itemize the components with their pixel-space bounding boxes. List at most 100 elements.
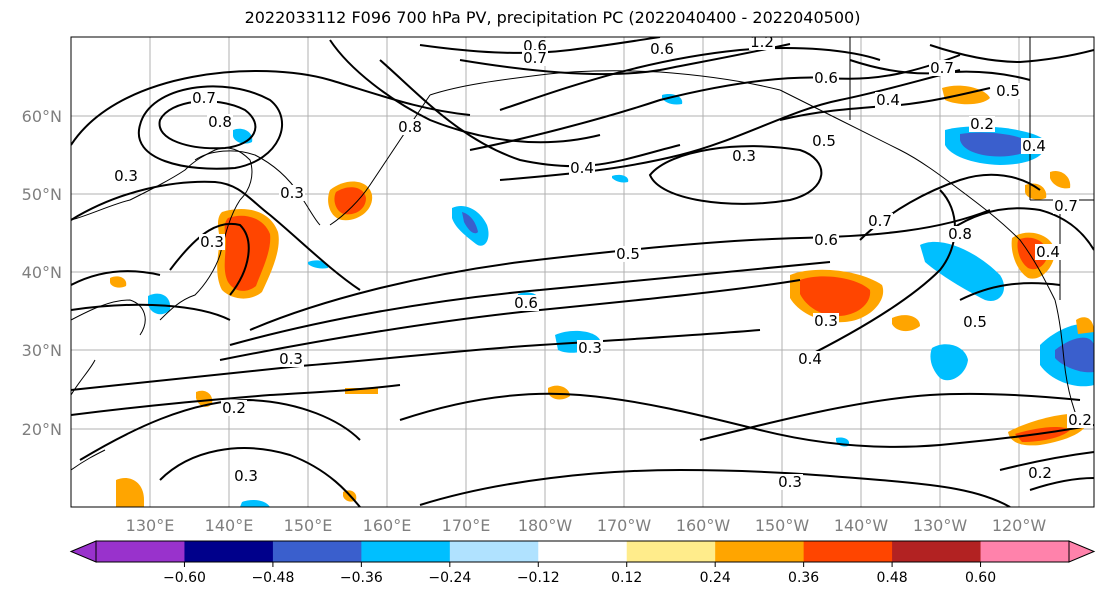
lon-label: 150°E bbox=[284, 516, 333, 535]
contour-label: 0.7 bbox=[868, 212, 892, 230]
contour-label-bg bbox=[813, 70, 839, 86]
colorbar-frame bbox=[95, 540, 1070, 563]
contour-label-bg bbox=[929, 60, 955, 76]
contour-label-bg bbox=[797, 351, 823, 367]
lat-label: 60°N bbox=[22, 107, 62, 126]
contour-label-bg bbox=[995, 83, 1021, 99]
contour-label-bg bbox=[813, 232, 839, 248]
colorbar-segment bbox=[538, 541, 628, 562]
contour-label: 0.5 bbox=[996, 82, 1020, 100]
contour-label-bg bbox=[1067, 412, 1093, 428]
precip-hawaii-blue bbox=[930, 344, 968, 381]
contour-label: 0.5 bbox=[616, 245, 640, 263]
lon-labels: 130°E 140°E 150°E 160°E 170°E 180°W 170°W 160°W… bbox=[126, 516, 1047, 535]
colorbar-segment bbox=[272, 541, 362, 562]
contour-label: 0.3 bbox=[280, 184, 304, 202]
contour-label-bg bbox=[221, 400, 247, 416]
precip-ne-pac-core bbox=[800, 276, 871, 316]
contour-label-bg bbox=[615, 246, 641, 262]
contour-label-bg bbox=[813, 313, 839, 329]
contour-label: 0.6 bbox=[650, 40, 674, 58]
precip-small-4 bbox=[116, 478, 144, 507]
colorbar-tick-label: 0.60 bbox=[965, 570, 996, 586]
contour-label-bg bbox=[233, 468, 259, 484]
precip-small-5 bbox=[196, 390, 213, 407]
contour-label: 0.4 bbox=[570, 159, 594, 177]
lon-label: 140°E bbox=[205, 516, 254, 535]
precip-bc-blue bbox=[920, 241, 1005, 301]
contour-label: 0.7 bbox=[192, 89, 216, 107]
contour-label-bg bbox=[969, 116, 995, 132]
contour-label: 0.3 bbox=[234, 467, 258, 485]
plot-frame bbox=[70, 36, 1095, 508]
contour-label: 0.4 bbox=[1036, 243, 1060, 261]
colorbar-segment bbox=[980, 541, 1070, 562]
colorbar-extend-high bbox=[1068, 540, 1096, 563]
borders bbox=[849, 37, 1094, 300]
colorbar-tick-label: −0.12 bbox=[517, 570, 560, 586]
colorbar-extend-low bbox=[69, 540, 97, 563]
colorbar-segment bbox=[184, 541, 274, 562]
contour-label-bg bbox=[962, 314, 988, 330]
contour-label-bg bbox=[1035, 244, 1061, 260]
contour-label: 0.5 bbox=[963, 313, 987, 331]
colorbar-segment bbox=[361, 541, 451, 562]
colorbar-segment bbox=[449, 541, 539, 562]
lat-label: 30°N bbox=[22, 341, 62, 360]
lon-label: 130°E bbox=[126, 516, 175, 535]
contour-label-bg bbox=[649, 41, 675, 57]
contour-label-bg bbox=[278, 351, 304, 367]
contour-label-bg bbox=[1053, 198, 1079, 214]
contour-label-bg bbox=[577, 340, 603, 356]
colorbar-segment bbox=[626, 541, 716, 562]
contour-label-bg bbox=[947, 226, 973, 242]
precip-japan-core bbox=[224, 215, 271, 291]
colorbar-segment bbox=[892, 541, 982, 562]
contour-label-bg bbox=[777, 474, 803, 490]
colorbar-segment bbox=[96, 541, 185, 562]
contour-label-bg bbox=[397, 119, 423, 135]
contour-label: 0.3 bbox=[778, 473, 802, 491]
contour-label: 0.4 bbox=[876, 91, 900, 109]
contour-label: 0.7 bbox=[523, 49, 547, 67]
lat-label: 50°N bbox=[22, 185, 62, 204]
coastlines bbox=[71, 70, 1079, 471]
contour-label-bg bbox=[513, 295, 539, 311]
precip-small-19 bbox=[612, 174, 629, 183]
contour-labels: 0.70.30.30.30.8 0.80.60.71.20.60.40.30.50… bbox=[113, 33, 1093, 491]
contour-label: 0.6 bbox=[514, 294, 538, 312]
contour-label: 0.2 bbox=[1068, 411, 1092, 429]
contour-label: 0.2 bbox=[1028, 464, 1052, 482]
contour-label: 0.6 bbox=[814, 69, 838, 87]
contour-label: 0.2 bbox=[970, 115, 994, 133]
precip-kamchatka-core bbox=[334, 187, 366, 215]
colorbar-tick-label: 0.36 bbox=[788, 570, 819, 586]
map-title: 2022033112 F096 700 hPa PV, precipitatio… bbox=[244, 8, 861, 27]
lat-labels: 60°N 50°N 40°N 30°N 20°N bbox=[22, 107, 62, 439]
lon-label: 140°W bbox=[834, 516, 889, 535]
contour-label: 0.8 bbox=[948, 225, 972, 243]
contour-label-bg bbox=[875, 92, 901, 108]
colorbar-segment bbox=[715, 541, 805, 562]
precip-small-16 bbox=[1076, 317, 1094, 334]
lon-label: 170°W bbox=[597, 516, 652, 535]
colorbar-tick-label: 0.48 bbox=[877, 570, 908, 586]
contour-label: 0.8 bbox=[398, 118, 422, 136]
contour-label-bg bbox=[279, 185, 305, 201]
lon-label: 120°W bbox=[992, 516, 1047, 535]
contour-label-bg bbox=[749, 37, 775, 50]
contour-label-bg bbox=[731, 148, 757, 164]
contour-label-bg bbox=[569, 160, 595, 176]
precip-small-11 bbox=[1050, 170, 1071, 189]
contour-label: 0.3 bbox=[200, 233, 224, 251]
contour-label: 0.2 bbox=[222, 399, 246, 417]
contour-label-bg bbox=[811, 133, 837, 149]
lon-label: 130°W bbox=[913, 516, 968, 535]
contour-label-bg bbox=[1027, 465, 1053, 481]
colorbar-tick-label: −0.36 bbox=[340, 570, 383, 586]
contour-label: 0.5 bbox=[812, 132, 836, 150]
precip-small-7 bbox=[148, 293, 171, 315]
contour-label: 1.2 bbox=[750, 33, 774, 51]
precip-alaska-core bbox=[960, 132, 1032, 157]
contour-label: 0.3 bbox=[578, 339, 602, 357]
